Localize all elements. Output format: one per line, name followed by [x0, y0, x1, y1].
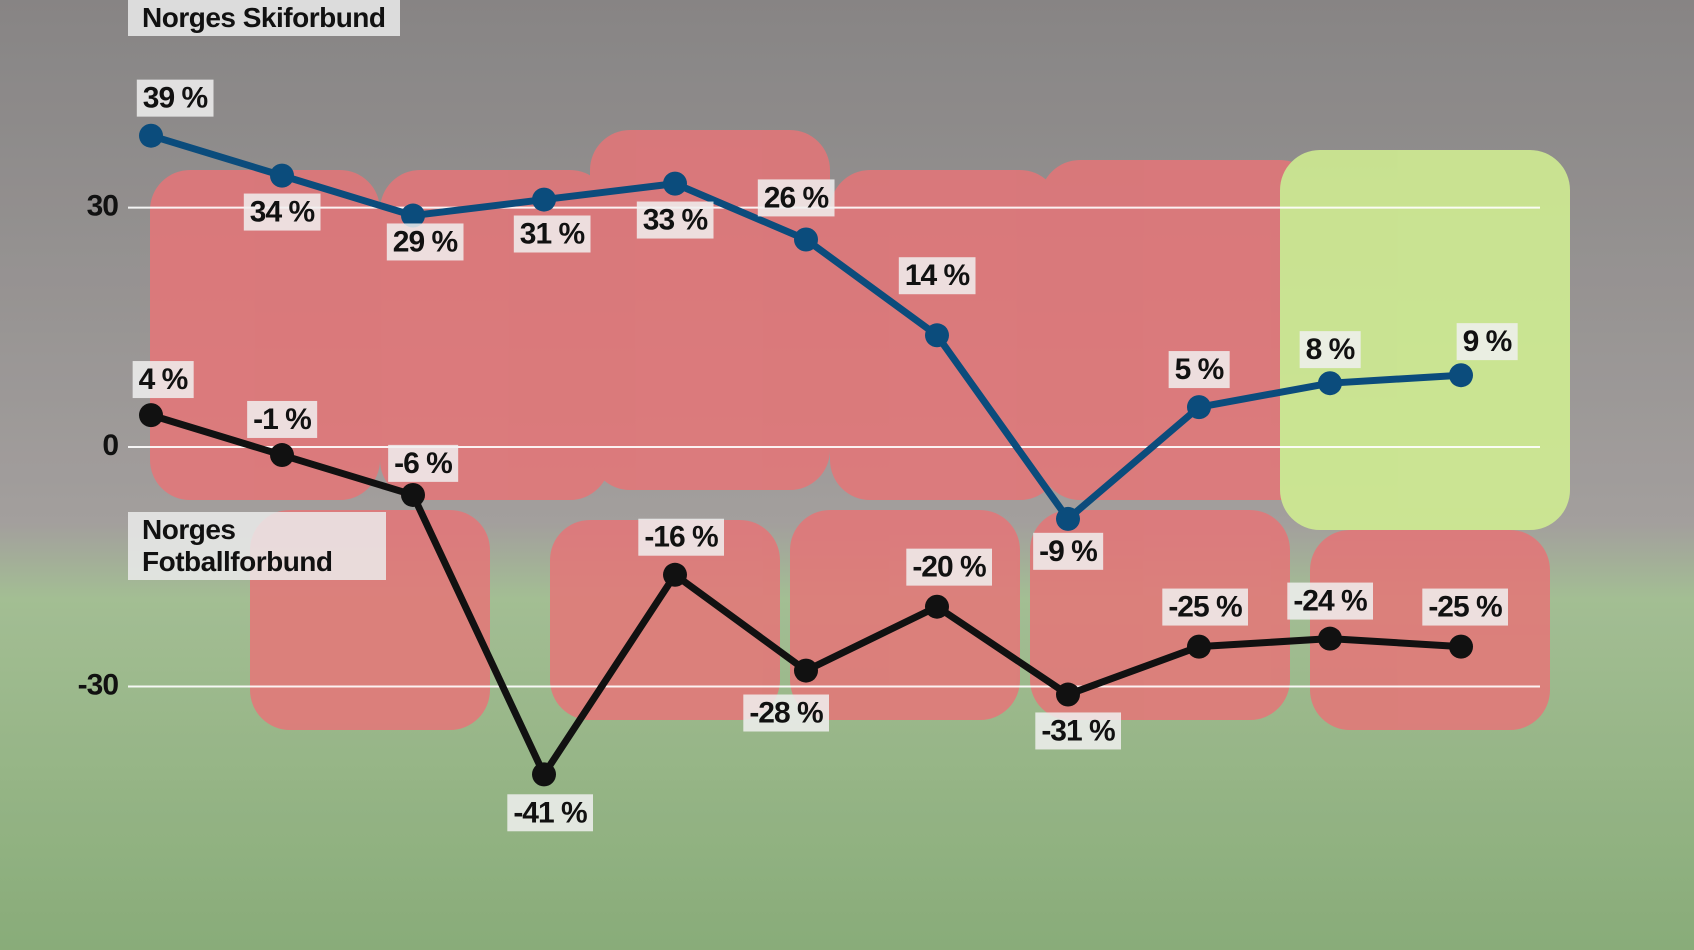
point [1318, 371, 1342, 395]
data-label: -1 % [253, 403, 311, 436]
data-label: 29 % [393, 225, 458, 258]
data-label: 5 % [1175, 353, 1224, 386]
data-label: 31 % [520, 218, 585, 251]
y-tick-label: -30 [78, 668, 119, 701]
data-label: 33 % [643, 204, 708, 237]
point [1318, 627, 1342, 651]
data-label: -9 % [1039, 535, 1097, 568]
data-label: -6 % [394, 447, 452, 480]
series-name: Norges Skiforbund [128, 0, 400, 36]
data-label: -25 % [1168, 591, 1242, 624]
point [401, 483, 425, 507]
point [270, 164, 294, 188]
data-label: -28 % [749, 697, 823, 730]
point [1187, 635, 1211, 659]
data-label: -25 % [1428, 591, 1502, 624]
point [1187, 395, 1211, 419]
chart: -30 0 30 39 % 34 % 29 % 31 % 33 % 26 % 14 % -9 % 5 … [0, 0, 1694, 950]
data-label: 34 % [250, 196, 315, 229]
y-tick-label: 0 [102, 429, 118, 462]
point [1449, 635, 1473, 659]
data-label: 4 % [139, 363, 188, 396]
point [139, 124, 163, 148]
point [794, 659, 818, 683]
point [794, 227, 818, 251]
data-label: -31 % [1041, 714, 1115, 747]
point [532, 188, 556, 212]
point [270, 443, 294, 467]
series-name: Norges Fotballforbund [128, 512, 386, 580]
data-label: -16 % [644, 521, 718, 554]
point [1449, 363, 1473, 387]
point [663, 563, 687, 587]
data-label: 39 % [143, 82, 208, 115]
data-label: -20 % [912, 551, 986, 584]
data-label: 14 % [905, 259, 970, 292]
point [532, 762, 556, 786]
data-label: -24 % [1293, 585, 1367, 618]
point [139, 403, 163, 427]
point [1056, 507, 1080, 531]
point [925, 595, 949, 619]
page: -30 0 30 39 % 34 % 29 % 31 % 33 % 26 % 14 % -9 % 5 … [0, 0, 1694, 950]
data-label: 9 % [1463, 325, 1512, 358]
point [925, 323, 949, 347]
overlay [0, 0, 1694, 950]
data-label: 26 % [764, 181, 829, 214]
point [663, 172, 687, 196]
point [1056, 683, 1080, 707]
data-label: 8 % [1306, 333, 1355, 366]
y-tick-label: 30 [87, 189, 119, 222]
data-label: -41 % [513, 796, 587, 829]
